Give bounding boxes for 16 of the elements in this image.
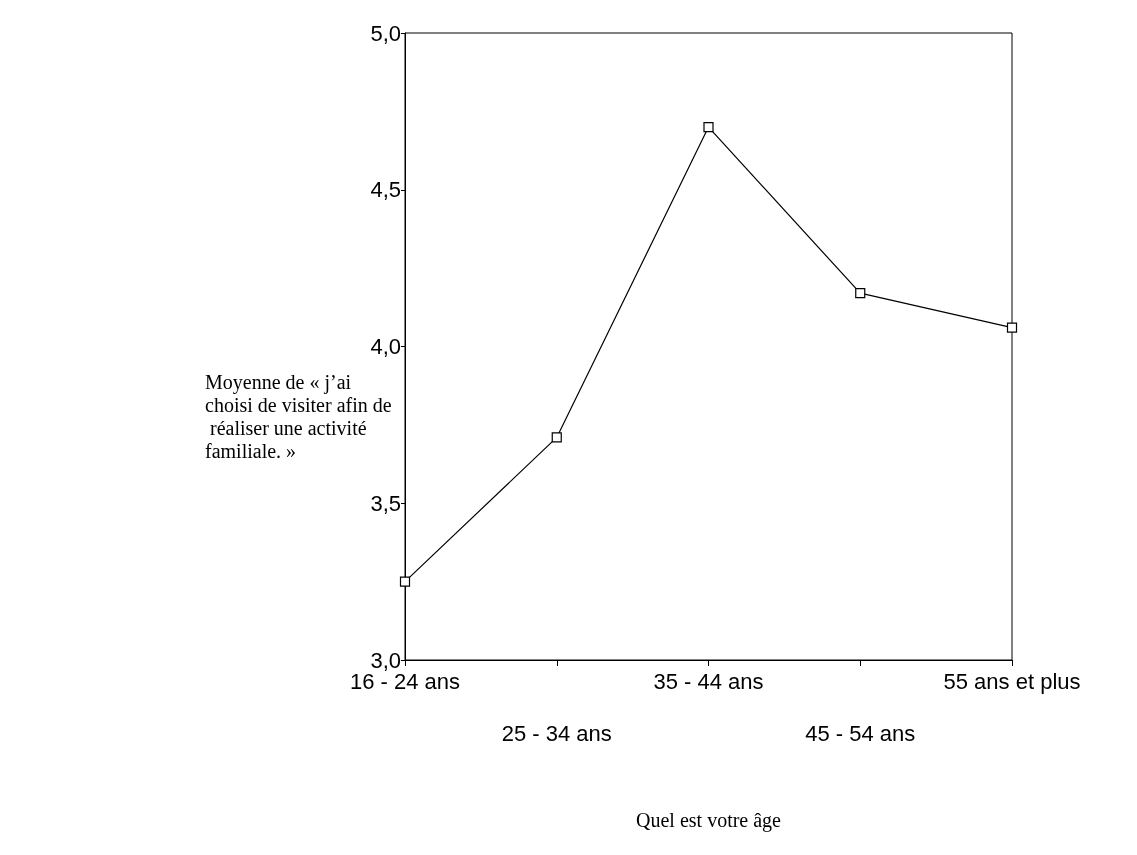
x-tick-label: 35 - 44 ans	[653, 668, 764, 694]
point	[551, 432, 562, 443]
y-tick-label: 5,0	[370, 20, 401, 46]
x-tick-label: 45 - 54 ans	[805, 720, 916, 746]
y-tick-label: 4,5	[370, 177, 401, 203]
point	[1006, 322, 1018, 333]
x-axis-title: Quel est votre âge	[636, 809, 782, 832]
y-tick-label: 3,5	[370, 490, 401, 516]
point	[703, 121, 714, 133]
x-tick-label: 25 - 34 ans	[501, 720, 612, 746]
y-tick-label: 4,0	[370, 334, 401, 359]
point	[399, 576, 411, 587]
x-tick-label: 55 ans et plus	[943, 668, 1081, 694]
y-tick-label: 3,0	[370, 647, 401, 673]
y-axis-title: Moyenne de « j’ai choisi de visiter afin de réaliser une activité familiale. »	[205, 370, 392, 462]
point	[855, 288, 866, 299]
